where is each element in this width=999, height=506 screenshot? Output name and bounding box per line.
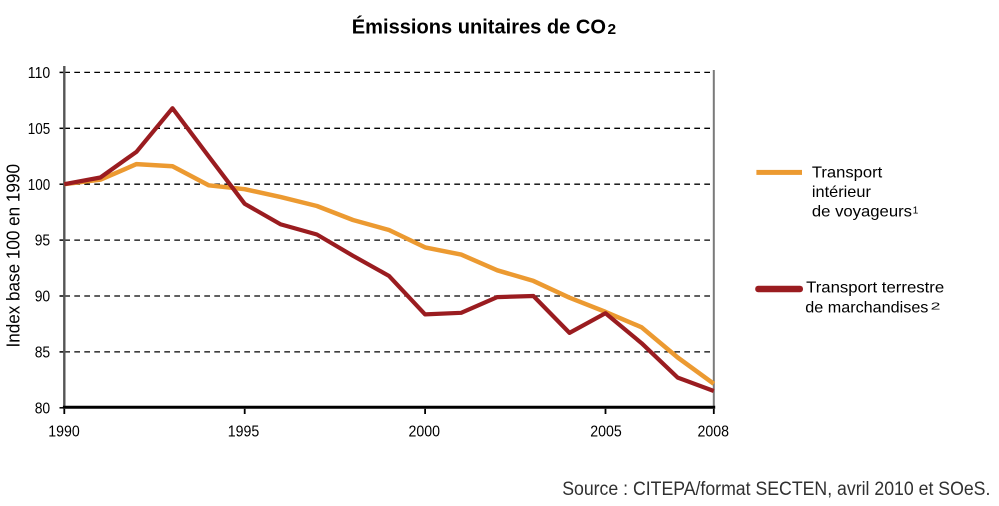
svg-text:Index base 100 en 1990: Index base 100 en 1990 (3, 164, 24, 348)
svg-text:2005: 2005 (590, 424, 622, 441)
svg-text:110: 110 (28, 65, 51, 82)
svg-text:2: 2 (608, 22, 617, 38)
svg-text:de voyageurs: de voyageurs (812, 203, 912, 220)
svg-text:2: 2 (931, 300, 941, 312)
svg-text:80: 80 (35, 400, 51, 417)
svg-text:intérieur: intérieur (812, 184, 872, 201)
svg-text:Transport: Transport (812, 165, 883, 182)
svg-text:100: 100 (28, 177, 51, 194)
svg-text:2008: 2008 (698, 424, 730, 441)
svg-text:Transport terrestre: Transport terrestre (806, 279, 944, 296)
svg-text:105: 105 (28, 121, 51, 138)
svg-text:85: 85 (35, 345, 51, 362)
svg-text:1: 1 (913, 206, 919, 217)
svg-text:90: 90 (35, 289, 51, 306)
svg-text:1995: 1995 (228, 424, 260, 441)
svg-text:Émissions unitaires de CO: Émissions unitaires de CO (352, 16, 606, 39)
svg-text:Source : CITEPA/format SECTEN,: Source : CITEPA/format SECTEN, avril 201… (562, 479, 990, 500)
svg-text:95: 95 (35, 233, 51, 250)
svg-text:de marchandises: de marchandises (805, 300, 928, 317)
svg-text:1990: 1990 (48, 424, 80, 441)
svg-text:2000: 2000 (409, 424, 441, 441)
